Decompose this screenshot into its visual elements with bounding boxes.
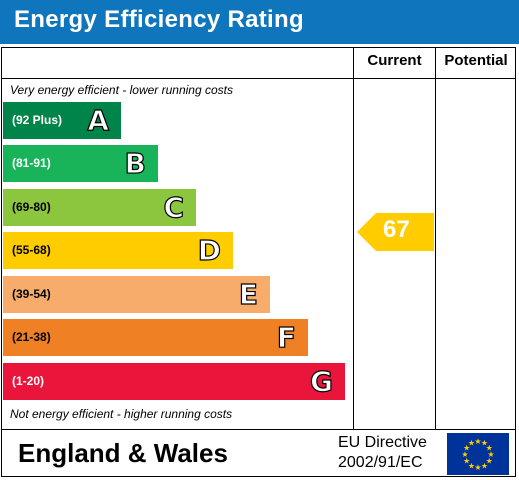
rating-table bbox=[1, 47, 516, 477]
bottom-note: Not energy efficient - higher running co… bbox=[10, 407, 233, 421]
arrow-shape bbox=[357, 213, 434, 251]
band-c: (69-80) C bbox=[3, 189, 196, 226]
band-letter: B bbox=[124, 146, 147, 180]
eu-directive-line1: EU Directive bbox=[338, 434, 427, 451]
eu-star-icon: ★ bbox=[481, 461, 488, 470]
band-range: (81-91) bbox=[12, 156, 51, 170]
eu-star-icon: ★ bbox=[463, 444, 470, 453]
eu-star-icon: ★ bbox=[487, 450, 494, 459]
potential-column-header: Potential bbox=[444, 52, 508, 69]
band-range: (69-80) bbox=[12, 200, 51, 214]
eu-directive-line2: 2002/91/EC bbox=[338, 454, 423, 471]
eu-flag-icon: ★ ★ ★ ★ ★ ★ ★ ★ ★ ★ ★ ★ bbox=[447, 433, 509, 475]
column-divider-current bbox=[353, 47, 354, 430]
eu-star-icon: ★ bbox=[474, 437, 481, 446]
band-letter: G bbox=[309, 364, 333, 398]
footer-divider bbox=[1, 429, 516, 430]
band-letter: C bbox=[163, 190, 185, 224]
eu-star-icon: ★ bbox=[486, 457, 493, 466]
band-range: (39-54) bbox=[12, 287, 51, 301]
band-f: (21-38) F bbox=[3, 319, 308, 356]
eu-star-icon: ★ bbox=[468, 439, 475, 448]
band-a: (92 Plus) A bbox=[3, 102, 121, 139]
band-range: (21-38) bbox=[12, 330, 51, 344]
band-g: (1-20) G bbox=[3, 363, 345, 400]
band-b: (81-91) B bbox=[3, 145, 158, 182]
band-range: (1-20) bbox=[12, 374, 45, 388]
band-letter: F bbox=[276, 320, 296, 354]
eu-directive-text: EU Directive 2002/91/EC bbox=[338, 433, 427, 473]
eu-star-icon: ★ bbox=[463, 457, 470, 466]
eu-star-icon: ★ bbox=[468, 461, 475, 470]
band-letter: D bbox=[197, 233, 221, 267]
eu-star-icon: ★ bbox=[486, 444, 493, 453]
page-title: Energy Efficiency Rating bbox=[14, 6, 304, 33]
top-note: Very energy efficient - lower running co… bbox=[10, 83, 233, 97]
band-range: (55-68) bbox=[12, 243, 51, 257]
band-letter: A bbox=[87, 103, 110, 137]
eu-star-icon: ★ bbox=[461, 450, 468, 459]
header-row-divider bbox=[1, 78, 516, 79]
header-bar: Energy Efficiency Rating bbox=[0, 0, 519, 44]
band-d: (55-68) D bbox=[3, 232, 233, 269]
region-label: England & Wales bbox=[18, 438, 228, 468]
column-divider-potential bbox=[435, 47, 436, 430]
band-range: (92 Plus) bbox=[12, 113, 63, 127]
eu-star-icon: ★ bbox=[474, 463, 481, 472]
band-e: (39-54) E bbox=[3, 276, 270, 313]
band-letter: E bbox=[238, 277, 258, 311]
current-rating-value: 67 bbox=[383, 216, 410, 243]
eu-star-icon: ★ bbox=[481, 439, 488, 448]
current-rating-arrow: 67 bbox=[357, 213, 434, 251]
current-column-header: Current bbox=[367, 52, 422, 69]
eu-stars: ★ ★★★★★★★★★★★ bbox=[461, 437, 494, 472]
